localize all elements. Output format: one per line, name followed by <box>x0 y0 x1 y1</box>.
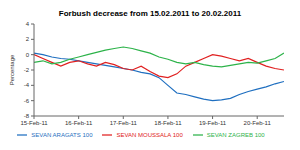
svg-text:4: 4 <box>26 21 30 27</box>
svg-text:18-Feb-11: 18-Feb-11 <box>154 120 182 126</box>
svg-text:-2: -2 <box>24 67 30 73</box>
svg-text:-6: -6 <box>24 98 30 104</box>
html-text:SEVAN ARAGATS 100: SEVAN ARAGATS 100 <box>31 131 93 138</box>
svg-text:20-Feb-11: 20-Feb-11 <box>244 120 272 126</box>
html-text:SEVAN ZAGREB 100: SEVAN ZAGREB 100 <box>206 131 265 138</box>
svg-text:-4: -4 <box>24 82 30 88</box>
svg-text:Percentage: Percentage <box>9 54 15 85</box>
html-text:SEVAN MOUSSALA 100: SEVAN MOUSSALA 100 <box>116 131 183 138</box>
svg-text:2: 2 <box>26 36 30 42</box>
html-text:Forbush decrease from 15.02.20: Forbush decrease from 15.02.2011 to 20.0… <box>58 9 242 18</box>
svg-text:16-Feb-11: 16-Feb-11 <box>65 120 93 126</box>
svg-text:19-Feb-11: 19-Feb-11 <box>199 120 227 126</box>
svg-text:15-Feb-11: 15-Feb-11 <box>20 120 48 126</box>
svg-text:-8: -8 <box>24 113 30 119</box>
svg-text:0: 0 <box>26 52 30 58</box>
svg-text:17-Feb-11: 17-Feb-11 <box>110 120 138 126</box>
